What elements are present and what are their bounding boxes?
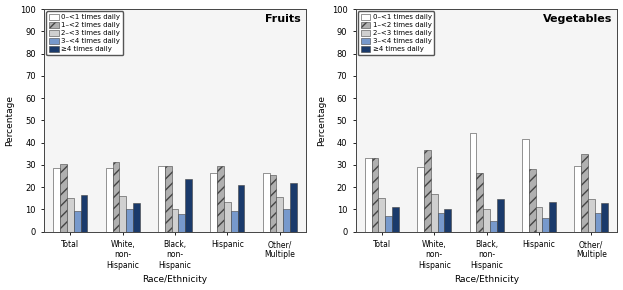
Bar: [172, 209, 178, 232]
Bar: [588, 200, 595, 232]
Bar: [536, 207, 543, 232]
Bar: [543, 218, 549, 232]
Y-axis label: Percentage: Percentage: [6, 95, 14, 146]
Bar: [385, 216, 392, 232]
Bar: [431, 194, 437, 232]
Bar: [211, 173, 217, 232]
Bar: [601, 203, 608, 232]
Bar: [185, 180, 192, 232]
Bar: [424, 151, 431, 232]
Legend: 0–<1 times daily, 1–<2 times daily, 2–<3 times daily, 3–<4 times daily, ≥4 times: 0–<1 times daily, 1–<2 times daily, 2–<3…: [358, 11, 434, 55]
Bar: [372, 158, 378, 232]
Bar: [283, 209, 290, 232]
Bar: [113, 162, 120, 232]
Bar: [224, 202, 231, 232]
Bar: [133, 203, 140, 232]
Bar: [378, 198, 385, 232]
Bar: [237, 185, 244, 232]
Bar: [60, 164, 67, 232]
Bar: [529, 169, 536, 232]
Bar: [120, 196, 126, 232]
Bar: [277, 197, 283, 232]
Bar: [217, 166, 224, 232]
Bar: [417, 167, 424, 232]
Bar: [574, 166, 581, 232]
Bar: [444, 209, 451, 232]
X-axis label: Race/Ethnicity: Race/Ethnicity: [143, 276, 207, 284]
X-axis label: Race/Ethnicity: Race/Ethnicity: [454, 276, 519, 284]
Bar: [80, 195, 87, 232]
Bar: [581, 154, 588, 232]
Bar: [270, 175, 277, 232]
Bar: [437, 213, 444, 232]
Bar: [497, 200, 503, 232]
Legend: 0–<1 times daily, 1–<2 times daily, 2–<3 times daily, 3–<4 times daily, ≥4 times: 0–<1 times daily, 1–<2 times daily, 2–<3…: [46, 11, 123, 55]
Bar: [477, 173, 483, 232]
Bar: [106, 168, 113, 232]
Bar: [74, 211, 80, 232]
Bar: [231, 211, 237, 232]
Bar: [165, 166, 172, 232]
Text: Fruits: Fruits: [265, 14, 301, 23]
Bar: [549, 202, 556, 232]
Bar: [595, 213, 601, 232]
Bar: [178, 214, 185, 232]
Bar: [158, 166, 165, 232]
Bar: [263, 173, 270, 232]
Bar: [483, 209, 490, 232]
Bar: [490, 221, 497, 232]
Bar: [67, 198, 74, 232]
Bar: [470, 133, 477, 232]
Y-axis label: Percentage: Percentage: [317, 95, 326, 146]
Bar: [54, 168, 60, 232]
Bar: [126, 209, 133, 232]
Text: Vegetables: Vegetables: [543, 14, 612, 23]
Bar: [290, 183, 297, 232]
Bar: [365, 158, 372, 232]
Bar: [392, 207, 399, 232]
Bar: [522, 139, 529, 232]
